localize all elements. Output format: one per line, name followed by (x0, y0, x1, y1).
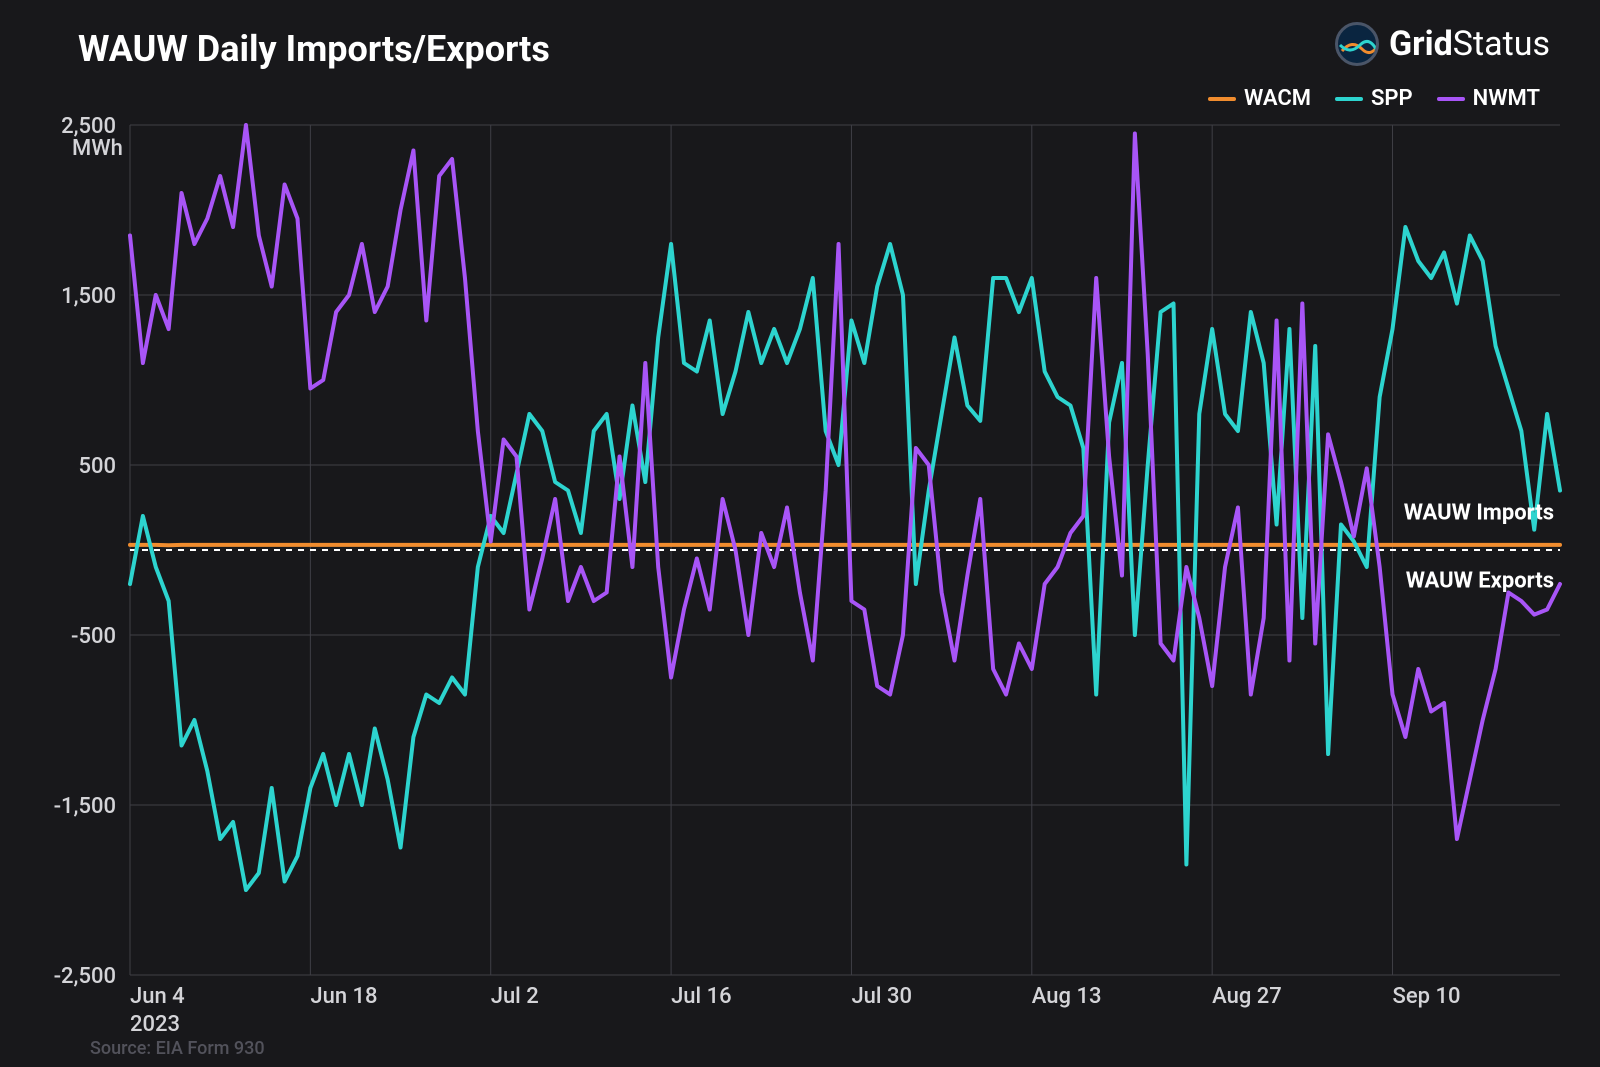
chart-source: Source: EIA Form 930 (90, 1038, 265, 1059)
svg-text:Jul 30: Jul 30 (851, 984, 912, 1009)
svg-text:Jun 18: Jun 18 (310, 984, 377, 1009)
svg-text:-1,500: -1,500 (54, 794, 116, 819)
svg-text:-2,500: -2,500 (54, 964, 116, 989)
svg-text:Jul 16: Jul 16 (671, 984, 732, 1009)
svg-text:500: 500 (78, 454, 116, 479)
svg-text:Sep 10: Sep 10 (1393, 984, 1461, 1009)
plot-svg: -2,500-1,500-5005001,5002,500MWhJun 4Jun… (0, 0, 1600, 1067)
svg-text:WAUW Imports: WAUW Imports (1404, 500, 1554, 525)
chart-container: WAUW Daily Imports/Exports GridStatus WA… (0, 0, 1600, 1067)
svg-text:MWh: MWh (72, 136, 123, 161)
svg-text:Aug 27: Aug 27 (1212, 984, 1282, 1009)
svg-text:2023: 2023 (130, 1012, 180, 1037)
svg-text:Aug 13: Aug 13 (1032, 984, 1102, 1009)
svg-text:-500: -500 (71, 624, 116, 649)
svg-text:WAUW Exports: WAUW Exports (1406, 568, 1554, 593)
svg-text:Jul 2: Jul 2 (491, 984, 539, 1009)
svg-text:1,500: 1,500 (61, 284, 116, 309)
svg-text:Jun 4: Jun 4 (130, 984, 185, 1009)
